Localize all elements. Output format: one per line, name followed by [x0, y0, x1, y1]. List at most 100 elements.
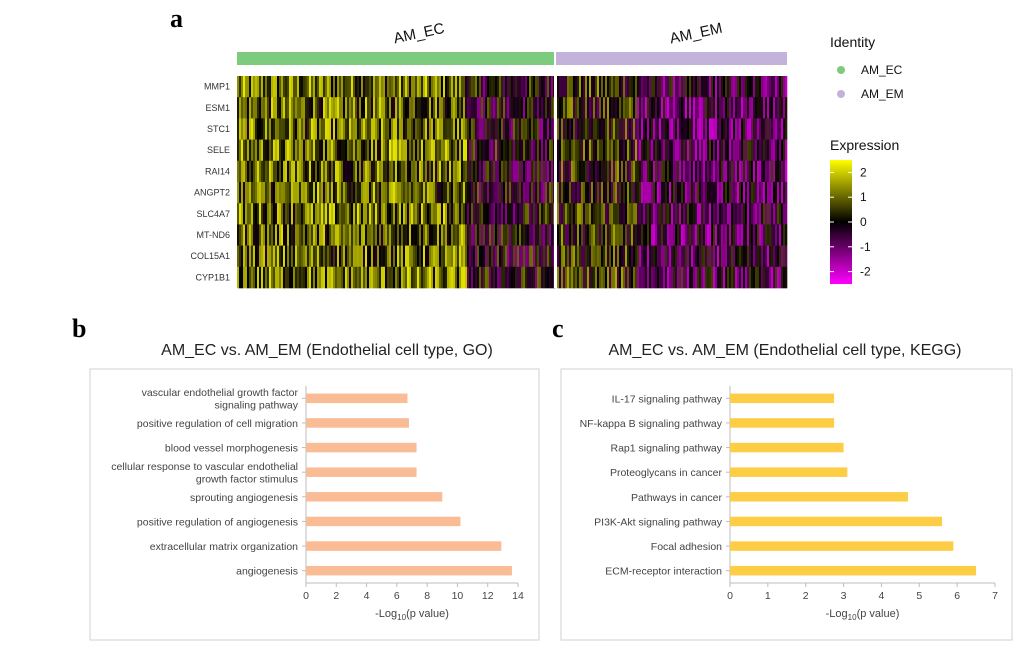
heatmap-cell [673, 203, 676, 225]
heatmap-cell [403, 224, 406, 246]
heatmap-cell [655, 203, 658, 225]
heatmap-cell [661, 139, 664, 162]
heatmap-cell [275, 245, 278, 268]
heatmap-cell [279, 182, 282, 204]
heatmap-cell [285, 245, 288, 268]
heatmap-cell [459, 118, 462, 140]
heatmap-cell [597, 182, 600, 204]
heatmap-cell [743, 224, 746, 246]
heatmap-cell [279, 203, 282, 225]
heatmap-cell [247, 182, 250, 204]
heatmap-cell [713, 118, 716, 140]
heatmap-cell [297, 245, 300, 268]
heatmap-cell [771, 182, 774, 204]
heatmap-cell [775, 245, 778, 268]
heatmap-cell [301, 118, 304, 140]
heatmap-cell [589, 224, 592, 246]
heatmap-cell [613, 76, 616, 98]
heatmap-cell [365, 245, 368, 268]
heatmap-cell [675, 266, 678, 289]
heatmap-cell [707, 245, 710, 268]
heatmap-cell [759, 203, 762, 225]
heatmap-cell [571, 118, 574, 140]
heatmap-cell [409, 97, 412, 119]
heatmap-cell [537, 118, 540, 140]
heatmap-cell [611, 139, 614, 162]
heatmap-cell [729, 203, 732, 225]
heatmap-cell [433, 76, 436, 98]
heatmap-cell [601, 203, 604, 225]
heatmap-cell [501, 203, 504, 225]
heatmap-cell [747, 182, 750, 204]
heatmap-cell [521, 245, 524, 268]
heatmap-cell [393, 224, 396, 246]
heatmap-cell [269, 97, 272, 119]
heatmap-cell [539, 245, 542, 268]
heatmap-cell [617, 118, 620, 140]
heatmap-cell [325, 266, 328, 289]
heatmap-cell [559, 203, 562, 225]
heatmap-cell [447, 97, 450, 119]
heatmap-cell [705, 266, 708, 289]
heatmap-cell [717, 182, 720, 204]
heatmap-cell [365, 76, 368, 98]
heatmap-cell [609, 118, 612, 140]
heatmap-cell [319, 139, 322, 162]
heatmap-cell [735, 118, 738, 140]
heatmap-cell [525, 203, 528, 225]
heatmap-cell [415, 182, 418, 204]
heatmap-cell [585, 224, 588, 246]
heatmap-cell [755, 266, 758, 289]
heatmap-cell [463, 76, 466, 98]
heatmap-cell [239, 266, 242, 289]
heatmap-cell [569, 118, 572, 140]
heatmap-cell [431, 118, 434, 140]
heatmap-cell [687, 139, 690, 162]
heatmap-cell [517, 203, 520, 225]
heatmap-cell [769, 97, 772, 119]
heatmap-cell [307, 76, 310, 98]
heatmap-cell [325, 203, 328, 225]
heatmap-cell [529, 245, 532, 268]
heatmap-cell [633, 76, 636, 98]
heatmap-cell [315, 97, 318, 119]
heatmap-cell [563, 160, 566, 183]
heatmap-cell [413, 266, 416, 289]
heatmap-cell [655, 139, 658, 162]
heatmap-cell [689, 182, 692, 204]
heatmap-cell [771, 224, 774, 246]
heatmap-cell [511, 139, 514, 162]
heatmap-row [237, 76, 788, 98]
heatmap-cell [687, 266, 690, 289]
heatmap-cell [629, 224, 632, 246]
heatmap-cell [329, 139, 332, 162]
heatmap-cell [261, 245, 264, 268]
heatmap-cell [317, 266, 320, 289]
heatmap-cell [745, 182, 748, 204]
heatmap-cell [643, 118, 646, 140]
heatmap-cell [315, 160, 318, 183]
heatmap-cell [347, 224, 350, 246]
heatmap-cell [545, 118, 548, 140]
heatmap-cell [465, 118, 468, 140]
heatmap-cell [551, 245, 554, 268]
heatmap-cell [637, 118, 640, 140]
heatmap-cell [731, 266, 734, 289]
heatmap-cell [425, 97, 428, 119]
heatmap-cell [305, 266, 308, 289]
heatmap-cell [751, 139, 754, 162]
heatmap-cell [617, 139, 620, 162]
heatmap-cell [629, 76, 632, 98]
heatmap-cell [267, 224, 270, 246]
heatmap-cell [747, 76, 750, 98]
heatmap-cell [427, 160, 430, 183]
heatmap-cell [669, 76, 672, 98]
heatmap-cell [437, 76, 440, 98]
heatmap-cell [491, 97, 494, 119]
heatmap-cell [493, 182, 496, 204]
heatmap-cell [329, 203, 332, 225]
heatmap-cell [695, 224, 698, 246]
heatmap-cell [601, 97, 604, 119]
heatmap-cell [471, 203, 474, 225]
heatmap-cell [567, 245, 570, 268]
